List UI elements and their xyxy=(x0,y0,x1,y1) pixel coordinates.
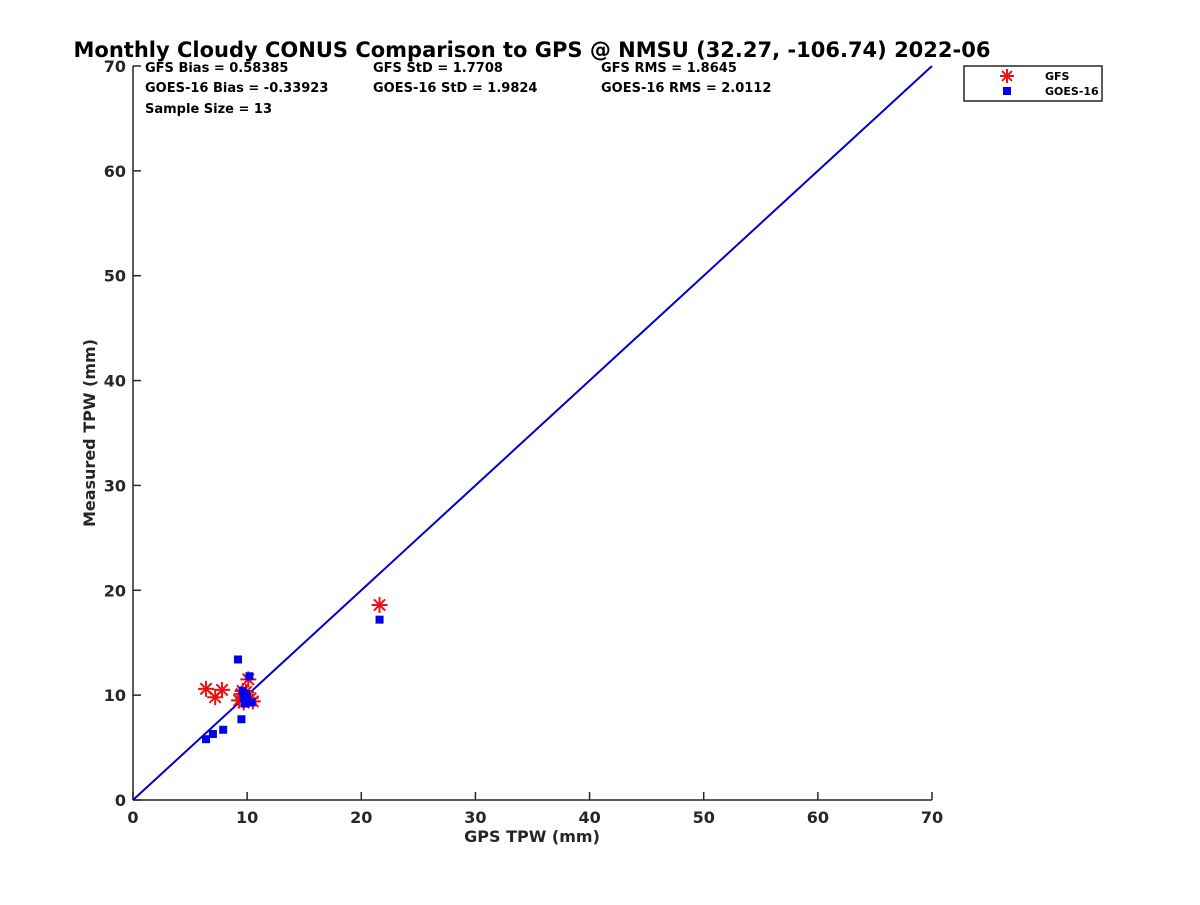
goes16-point xyxy=(234,655,243,664)
x-tick-label: 10 xyxy=(236,808,258,827)
goes16-point xyxy=(245,672,254,681)
x-tick-label: 30 xyxy=(464,808,486,827)
gfs-point xyxy=(371,596,388,613)
asterisk-stroke xyxy=(215,683,229,697)
x-tick-label: 20 xyxy=(350,808,372,827)
statistics-annotations: GFS Bias = 0.58385 GFS StD = 1.7708 GFS RM… xyxy=(145,61,771,117)
stat-label: GOES-16 StD = 1.9824 xyxy=(373,81,537,96)
one-to-one-line xyxy=(132,65,933,801)
goes16-point xyxy=(240,699,249,708)
stat-label: Sample Size = 13 xyxy=(145,102,272,117)
chart-title: Monthly Cloudy CONUS Comparison to GPS @… xyxy=(74,38,991,62)
asterisk-stroke xyxy=(199,682,213,696)
plot-area: 0 10 20 30 40 50 60 70 0 10 20 30 40 50 60 70 xyxy=(104,57,943,827)
legend: GFS GOES-16 xyxy=(963,65,1103,102)
y-tick-label: 20 xyxy=(104,581,126,600)
y-tick-label: 70 xyxy=(104,57,126,76)
gfs-point xyxy=(214,681,231,698)
y-tick-label: 10 xyxy=(104,686,126,705)
y-tick-label: 0 xyxy=(115,791,126,810)
x-tick-label: 40 xyxy=(578,808,600,827)
goes16-point xyxy=(247,698,256,707)
stat-label: GOES-16 Bias = -0.33923 xyxy=(145,81,328,96)
legend-box xyxy=(963,65,1103,102)
y-tick-label: 30 xyxy=(104,476,126,495)
stat-label: GFS RMS = 1.8645 xyxy=(601,61,737,76)
y-tick-label: 50 xyxy=(104,267,126,286)
y-tick-label: 40 xyxy=(104,372,126,391)
y-tick-label: 60 xyxy=(104,162,126,181)
goes16-point xyxy=(208,729,217,738)
x-tick-label: 50 xyxy=(693,808,715,827)
goes16-point xyxy=(237,715,246,724)
y-axis-label: Measured TPW (mm) xyxy=(80,339,99,527)
legend-entry-label: GFS xyxy=(1045,70,1070,83)
stat-label: GFS StD = 1.7708 xyxy=(373,61,503,76)
stat-label: GFS Bias = 0.58385 xyxy=(145,61,288,76)
goes16-point xyxy=(202,735,211,744)
legend-entry-label: GOES-16 xyxy=(1045,85,1099,98)
goes16-point xyxy=(219,725,228,734)
x-tick-label: 60 xyxy=(807,808,829,827)
x-tick-label: 70 xyxy=(921,808,943,827)
goes16-point xyxy=(375,615,384,624)
asterisk-stroke xyxy=(373,598,386,612)
goes16-point xyxy=(242,690,251,699)
stat-label: GOES-16 RMS = 2.0112 xyxy=(601,81,771,96)
legend-gfs-marker xyxy=(1000,69,1014,83)
x-axis-label: GPS TPW (mm) xyxy=(464,827,600,846)
x-tick-label: 0 xyxy=(127,808,138,827)
asterisk-stroke xyxy=(1001,70,1013,82)
series-goes-16 xyxy=(202,615,384,744)
legend-goes16-marker xyxy=(1003,87,1011,95)
